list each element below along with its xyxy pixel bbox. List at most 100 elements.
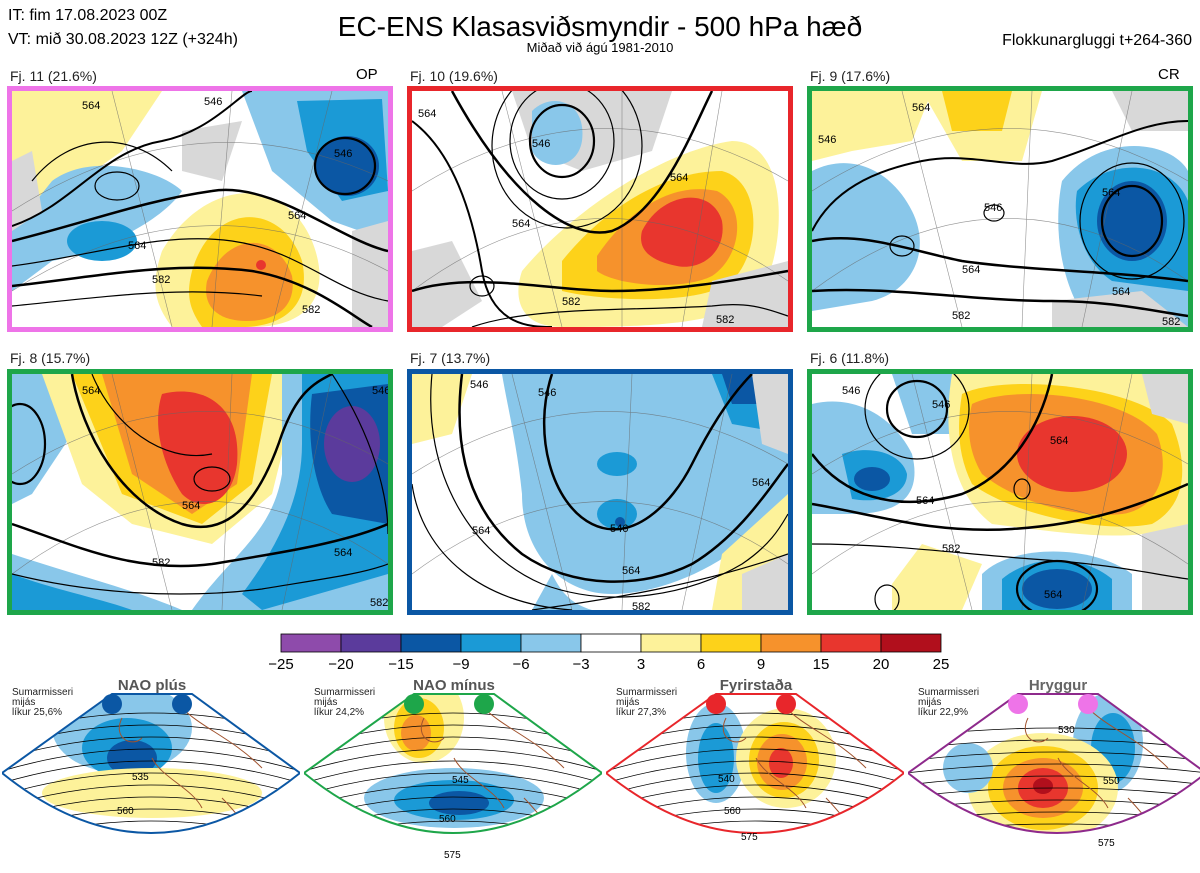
colorbar-segment (760, 633, 822, 653)
contour-label: 546 (842, 385, 860, 397)
contour-label: 564 (82, 100, 100, 112)
contour-label: 564 (418, 108, 436, 120)
colorbar-tick-label: 9 (756, 656, 766, 673)
contour-label: 546 (932, 399, 950, 411)
regime-marker-dot (102, 694, 122, 714)
contour-label: 546 (532, 138, 550, 150)
contour-label: 564 (912, 102, 930, 114)
contour-label: 564 (182, 500, 200, 512)
regime-marker-dot (1078, 694, 1098, 714)
regime-contour-label: 575 (1098, 838, 1115, 849)
contour-label: 582 (942, 543, 960, 555)
colorbar-tick-label: 6 (696, 656, 706, 673)
regime-contour-label: 540 (718, 774, 735, 785)
valid-time: VT: mið 30.08.2023 12Z (+324h) (8, 31, 238, 48)
regime-panel: 530 550 575 (906, 688, 1200, 868)
cluster-map-4: 564 546 564 582 564 582 (7, 369, 393, 615)
panel-6-label: Fj. 6 (11.8%) (810, 350, 890, 366)
colorbar-segment (340, 633, 402, 653)
anomaly-colorbar (280, 633, 942, 653)
regime-title: NAO mínus (413, 677, 495, 694)
contour-label: 582 (152, 274, 170, 286)
panel-4-label: Fj. 8 (15.7%) (10, 350, 91, 366)
regime-marker-dot (706, 694, 726, 714)
contour-label: 582 (1162, 316, 1180, 327)
regime-panel: 535 560 (0, 688, 302, 868)
panel-3-label: Fj. 9 (17.6%) (810, 68, 891, 84)
panel-1-label: Fj. 11 (21.6%) (10, 68, 97, 84)
page-subtitle: Miðað við ágú 1981-2010 (526, 40, 674, 55)
contour-label: 564 (1112, 286, 1130, 298)
regime-note: Sumarmisseri mijás líkur 25,6% (12, 687, 74, 718)
colorbar-segment (700, 633, 762, 653)
colorbar-tick-label: −15 (388, 656, 414, 673)
panel-5-label: Fj. 7 (13.7%) (410, 350, 491, 366)
contour-label: 564 (1050, 435, 1068, 447)
regime-contour-label: 560 (117, 806, 134, 817)
colorbar-tick-label: 20 (872, 656, 890, 673)
panel-1-corner: OP (356, 66, 378, 83)
regime-note: Sumarmisseri mijás líkur 27,3% (616, 687, 678, 718)
colorbar-segment (580, 633, 642, 653)
colorbar-segment (820, 633, 882, 653)
colorbar-segment (640, 633, 702, 653)
regime-panel: 545 560 575 (302, 688, 604, 868)
cluster-map-1: 546 546 564 564 564 582 582 (7, 86, 393, 332)
contour-label: 582 (562, 296, 580, 308)
contour-label: 546 (818, 134, 836, 146)
contour-label: 564 (82, 385, 100, 397)
colorbar-segment (280, 633, 342, 653)
contour-label: 546 (470, 379, 488, 391)
init-time: IT: fim 17.08.2023 00Z (8, 7, 168, 24)
contour-label: 564 (334, 547, 352, 559)
colorbar-tick-label: −25 (268, 656, 294, 673)
contour-label: 564 (916, 495, 934, 507)
contour-label: 564 (622, 565, 640, 577)
colorbar-tick-label: −6 (512, 656, 530, 673)
colorbar-tick-label: −9 (452, 656, 470, 673)
colorbar-tick-label: −20 (328, 656, 354, 673)
contour-label: 564 (962, 264, 980, 276)
contour-label: 564 (288, 210, 306, 222)
colorbar-segment (400, 633, 462, 653)
contour-label: 564 (752, 477, 770, 489)
cluster-map-3: 546 564 546 564 564 564 582 582 (807, 86, 1193, 332)
colorbar-tick-label: 25 (932, 656, 950, 673)
contour-label: 564 (1102, 187, 1120, 199)
contour-label: 546 (334, 148, 352, 160)
regime-contour-label: 575 (444, 850, 461, 861)
regime-panel: 540 560 575 (604, 688, 906, 868)
regime-title: Fyrirstaða (719, 677, 793, 694)
regime-marker-dot (172, 694, 192, 714)
cluster-map-6: 546 546 564 564 582 564 (807, 369, 1193, 615)
cluster-map-2: 564 546 564 564 582 582 (407, 86, 793, 332)
contour-label: 564 (670, 172, 688, 184)
contour-label: 564 (128, 240, 146, 252)
contour-label: 564 (1044, 589, 1062, 601)
colorbar-tick-label: −3 (572, 656, 590, 673)
colorbar-segment (520, 633, 582, 653)
contour-label: 564 (472, 525, 490, 537)
contour-label: 564 (512, 218, 530, 230)
regime-note: Sumarmisseri mijás líkur 22,9% (918, 687, 980, 718)
contour-label: 546 (538, 387, 556, 399)
contour-label: 582 (632, 601, 650, 610)
regime-contour-label: 560 (439, 814, 456, 825)
contour-label: 582 (370, 597, 388, 609)
panel-2-label: Fj. 10 (19.6%) (410, 68, 498, 84)
regime-title: Hryggur (1028, 677, 1088, 694)
regime-marker-dot (776, 694, 796, 714)
colorbar-tick-label: 15 (812, 656, 830, 673)
contour-label: 582 (152, 557, 170, 569)
contour-label: 546 (372, 385, 388, 397)
regime-contour-label: 545 (452, 775, 469, 786)
regime-note: Sumarmisseri mijás líkur 24,2% (314, 687, 376, 718)
contour-label: 582 (302, 304, 320, 316)
colorbar-segment (880, 633, 942, 653)
regime-contour-label: 560 (724, 806, 741, 817)
contour-label: 582 (716, 314, 734, 326)
regime-contour-label: 535 (132, 772, 149, 783)
regime-contour-label: 550 (1103, 776, 1120, 787)
colorbar-segment (460, 633, 522, 653)
page-title: EC-ENS Klasasviðsmyndir - 500 hPa hæð (337, 11, 863, 42)
